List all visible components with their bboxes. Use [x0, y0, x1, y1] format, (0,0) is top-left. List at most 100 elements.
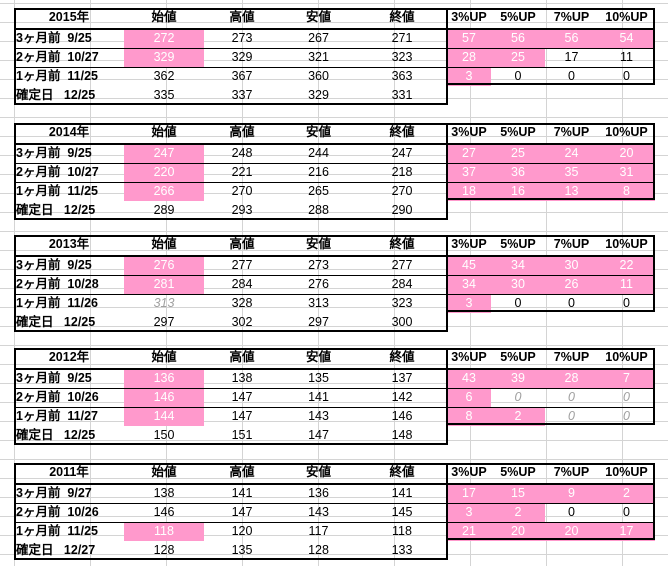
column-header[interactable]: 7%UP — [553, 10, 590, 24]
column-header[interactable]: 10%UP — [605, 10, 648, 24]
column-header[interactable]: 10%UP — [605, 237, 648, 251]
value-cell[interactable]: 34 — [447, 275, 491, 294]
value-cell[interactable]: 24 — [545, 144, 598, 163]
value-cell[interactable]: 17 — [598, 522, 655, 541]
value-cell[interactable]: 141 — [231, 486, 253, 500]
value-cell[interactable]: 30 — [545, 256, 598, 275]
value-cell[interactable]: 147 — [231, 409, 253, 423]
value-cell[interactable]: 0 — [623, 69, 630, 83]
value-cell[interactable]: 297 — [153, 315, 175, 329]
value-cell[interactable]: 21 — [447, 522, 491, 541]
value-cell[interactable]: 137 — [391, 371, 413, 385]
value-cell[interactable]: 363 — [391, 69, 413, 83]
column-header[interactable]: 安値 — [305, 237, 331, 251]
column-header[interactable]: 終値 — [389, 125, 415, 139]
value-cell[interactable]: 321 — [308, 50, 329, 64]
value-cell[interactable]: 0 — [568, 296, 575, 310]
value-cell[interactable]: 221 — [231, 165, 253, 179]
value-cell[interactable]: 0 — [568, 390, 575, 404]
column-header[interactable]: 高値 — [229, 465, 255, 479]
value-cell[interactable]: 273 — [308, 258, 329, 272]
value-cell[interactable]: 247 — [124, 144, 204, 163]
column-header[interactable]: 安値 — [305, 350, 331, 364]
value-cell[interactable]: 135 — [308, 371, 329, 385]
value-cell[interactable]: 133 — [391, 543, 413, 557]
column-header[interactable]: 始値 — [151, 350, 177, 364]
row-label[interactable]: 1ヶ月前 11/25 — [16, 184, 98, 198]
row-label[interactable]: 確定日 12/25 — [16, 203, 96, 217]
value-cell[interactable]: 30 — [491, 275, 545, 294]
value-cell[interactable]: 329 — [124, 48, 204, 67]
value-cell[interactable]: 117 — [308, 524, 329, 538]
value-cell[interactable]: 284 — [391, 277, 413, 291]
value-cell[interactable]: 22 — [598, 256, 655, 275]
value-cell[interactable]: 118 — [392, 524, 412, 538]
value-cell[interactable]: 284 — [231, 277, 253, 291]
column-header[interactable]: 10%UP — [605, 350, 648, 364]
value-cell[interactable]: 141 — [308, 390, 329, 404]
column-header[interactable]: 安値 — [305, 125, 331, 139]
value-cell[interactable]: 27 — [447, 144, 491, 163]
value-cell[interactable]: 135 — [231, 543, 253, 557]
value-cell[interactable]: 56 — [491, 29, 545, 48]
row-label[interactable]: 確定日 12/25 — [16, 315, 96, 329]
value-cell[interactable]: 265 — [308, 184, 329, 198]
value-cell[interactable]: 313 — [308, 296, 329, 310]
column-header[interactable]: 5%UP — [500, 350, 536, 364]
column-header[interactable]: 始値 — [151, 125, 177, 139]
value-cell[interactable]: 148 — [391, 428, 413, 442]
value-cell[interactable]: 142 — [391, 390, 413, 404]
column-header[interactable]: 高値 — [229, 350, 255, 364]
row-label[interactable]: 確定日 12/25 — [16, 428, 96, 442]
column-header[interactable]: 終値 — [389, 237, 415, 251]
value-cell[interactable]: 147 — [231, 390, 253, 404]
value-cell[interactable]: 26 — [545, 275, 598, 294]
value-cell[interactable]: 13 — [545, 182, 598, 201]
value-cell[interactable]: 329 — [308, 88, 329, 102]
value-cell[interactable]: 17 — [564, 50, 579, 64]
year-label[interactable]: 2011年 — [49, 465, 89, 479]
value-cell[interactable]: 144 — [124, 407, 204, 426]
value-cell[interactable]: 290 — [391, 203, 413, 217]
value-cell[interactable]: 146 — [391, 409, 413, 423]
value-cell[interactable]: 0 — [623, 390, 630, 404]
value-cell[interactable]: 0 — [568, 69, 575, 83]
value-cell[interactable]: 297 — [308, 315, 329, 329]
value-cell[interactable]: 8 — [447, 407, 491, 426]
value-cell[interactable]: 138 — [153, 486, 175, 500]
column-header[interactable]: 始値 — [151, 10, 177, 24]
column-header[interactable]: 10%UP — [605, 465, 648, 479]
row-label[interactable]: 3ヶ月前 9/25 — [16, 258, 92, 272]
row-label[interactable]: 1ヶ月前 11/25 — [16, 524, 98, 538]
value-cell[interactable]: 128 — [153, 543, 175, 557]
value-cell[interactable]: 329 — [231, 50, 253, 64]
year-label[interactable]: 2013年 — [48, 237, 90, 251]
value-cell[interactable]: 267 — [308, 31, 329, 45]
column-header[interactable]: 高値 — [229, 10, 255, 24]
value-cell[interactable]: 34 — [491, 256, 545, 275]
column-header[interactable]: 3%UP — [451, 10, 487, 24]
value-cell[interactable]: 151 — [231, 428, 253, 442]
value-cell[interactable]: 20 — [598, 144, 655, 163]
value-cell[interactable]: 0 — [514, 390, 522, 404]
value-cell[interactable]: 3 — [447, 67, 491, 86]
value-cell[interactable]: 28 — [545, 369, 598, 388]
row-label[interactable]: 確定日 12/25 — [16, 88, 96, 102]
value-cell[interactable]: 16 — [491, 182, 545, 201]
value-cell[interactable]: 57 — [447, 29, 491, 48]
column-header[interactable]: 始値 — [151, 465, 177, 479]
value-cell[interactable]: 150 — [153, 428, 175, 442]
value-cell[interactable]: 271 — [391, 31, 413, 45]
value-cell[interactable]: 143 — [308, 409, 329, 423]
row-label[interactable]: 2ヶ月前 10/27 — [16, 50, 99, 64]
column-header[interactable]: 終値 — [389, 10, 415, 24]
value-cell[interactable]: 25 — [491, 48, 545, 67]
value-cell[interactable]: 272 — [124, 29, 204, 48]
value-cell[interactable]: 289 — [153, 203, 175, 217]
value-cell[interactable]: 270 — [391, 184, 413, 198]
column-header[interactable]: 高値 — [229, 125, 255, 139]
value-cell[interactable]: 248 — [231, 146, 253, 160]
value-cell[interactable]: 56 — [545, 29, 598, 48]
row-label[interactable]: 2ヶ月前 10/27 — [16, 165, 99, 179]
value-cell[interactable]: 3 — [447, 503, 491, 522]
